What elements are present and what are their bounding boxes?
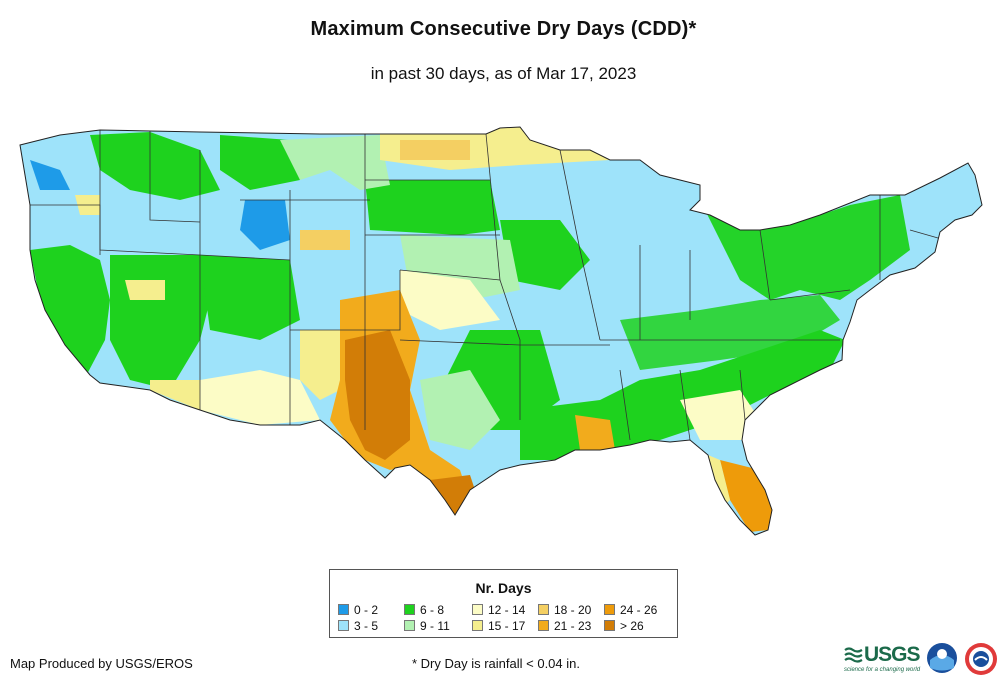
legend-item: 21 - 23 xyxy=(538,619,606,633)
usgs-tagline: science for a changing world xyxy=(844,667,921,673)
map-subtitle: in past 30 days, as of Mar 17, 2023 xyxy=(370,64,637,83)
legend-label: > 26 xyxy=(620,619,644,633)
legend-label: 18 - 20 xyxy=(554,603,592,617)
legend-label: 21 - 23 xyxy=(554,619,592,633)
nws-logo-icon xyxy=(965,643,997,675)
legend-item: 18 - 20 xyxy=(538,603,606,617)
legend-item: 12 - 14 xyxy=(472,603,540,617)
map-credit: Map Produced by USGS/EROS xyxy=(10,656,193,671)
legend-swatch xyxy=(472,604,483,615)
usgs-logo: USGS xyxy=(864,643,921,666)
map-title: Maximum Consecutive Dry Days (CDD)* xyxy=(310,18,697,40)
legend-swatch xyxy=(538,604,549,615)
dry-day-footnote: * Dry Day is rainfall < 0.04 in. xyxy=(412,656,580,671)
legend-title: Nr. Days xyxy=(475,580,532,596)
legend-swatch xyxy=(604,604,615,615)
legend-swatch xyxy=(472,620,483,631)
legend-swatch xyxy=(538,620,549,631)
legend-item: 6 - 8 xyxy=(404,603,472,617)
legend-item: 15 - 17 xyxy=(472,619,540,633)
legend: Nr. Days 0 - 2 3 - 5 6 - 8 9 - 11 12 - 1… xyxy=(329,569,678,638)
legend-swatch xyxy=(404,620,415,631)
legend-label: 6 - 8 xyxy=(420,603,445,617)
legend-swatch xyxy=(604,620,615,631)
legend-item: 9 - 11 xyxy=(404,619,472,633)
legend-label: 24 - 26 xyxy=(620,603,658,617)
legend-label: 12 - 14 xyxy=(488,603,526,617)
noaa-logo-icon xyxy=(927,643,957,673)
legend-label: 3 - 5 xyxy=(354,619,379,633)
legend-swatch xyxy=(338,604,349,615)
legend-item: 24 - 26 xyxy=(604,603,672,617)
legend-item: 3 - 5 xyxy=(338,619,406,633)
state-boundaries xyxy=(30,130,946,441)
legend-swatch xyxy=(338,620,349,631)
agency-logos: USGS science for a changing world xyxy=(842,640,1002,680)
legend-label: 9 - 11 xyxy=(420,619,450,633)
legend-item: 0 - 2 xyxy=(338,603,406,617)
legend-label: 15 - 17 xyxy=(488,619,526,633)
legend-swatch xyxy=(404,604,415,615)
legend-item: > 26 xyxy=(604,619,672,633)
us-dry-days-map xyxy=(19,126,983,536)
legend-label: 0 - 2 xyxy=(354,603,379,617)
map-fill-layer xyxy=(20,127,982,535)
usgs-waves-icon xyxy=(844,647,863,663)
